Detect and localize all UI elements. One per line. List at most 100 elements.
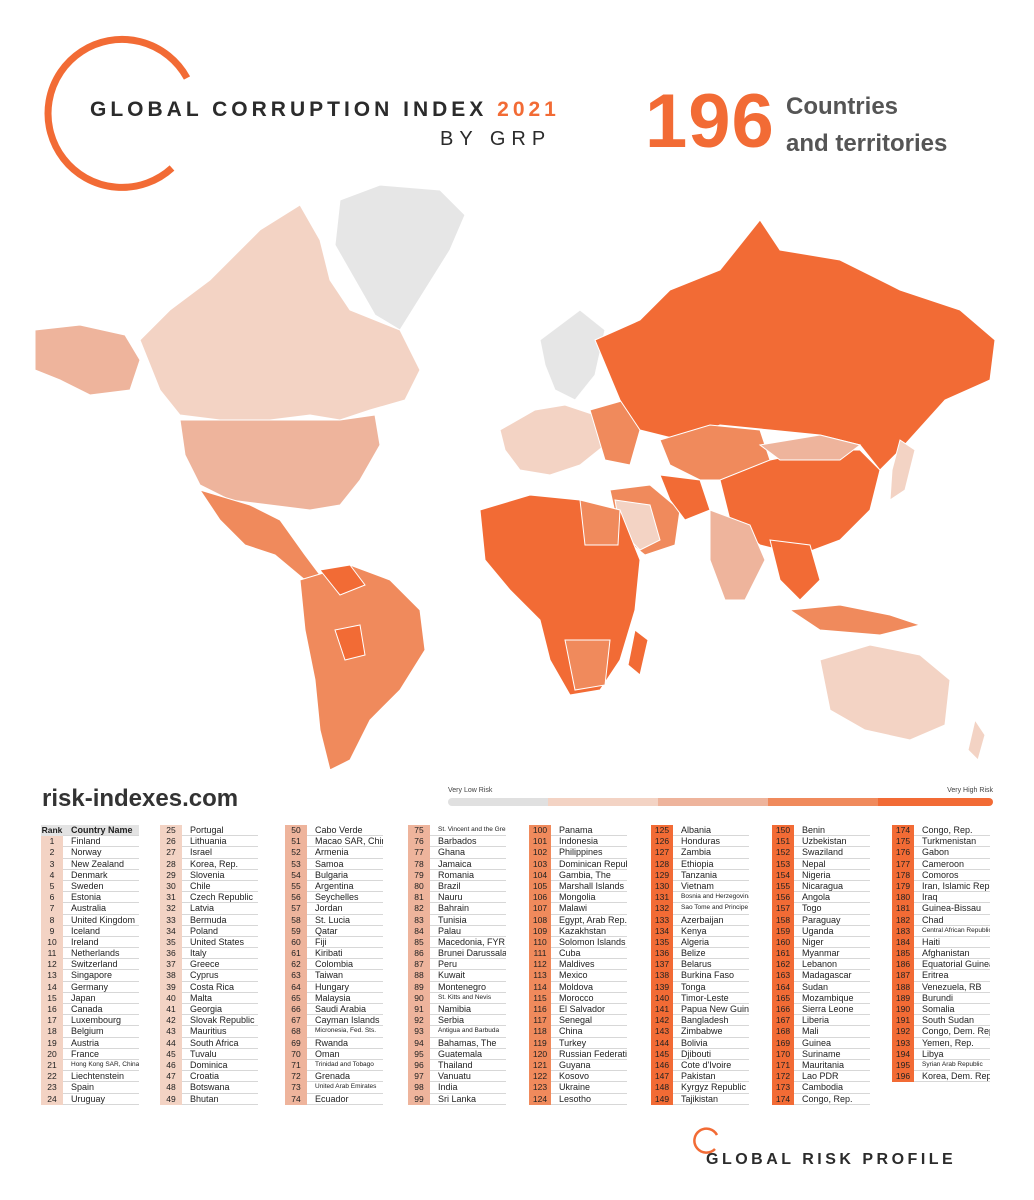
website-link[interactable]: risk-indexes.com: [42, 785, 239, 812]
rank-number: 177: [892, 858, 914, 870]
table-row: 97 Vanuatu: [408, 1071, 506, 1083]
rank-number: 15: [41, 992, 63, 1004]
legend-high-label: Very High Risk: [947, 787, 993, 794]
rank-number: 105: [529, 880, 551, 893]
table-row: 111 Cuba: [529, 948, 627, 960]
table-row: 45 Tuvalu: [160, 1048, 258, 1060]
table-row: 63 Taiwan: [285, 970, 383, 982]
table-row: 181 Guinea-Bissau: [892, 903, 990, 915]
country-name: Estonia: [63, 892, 139, 904]
map-southern-africa: [564, 639, 611, 691]
table-row: 163 Madagascar: [772, 970, 870, 982]
country-name: Mauritius: [182, 1026, 258, 1038]
table-row: 16 Canada: [41, 1004, 139, 1016]
table-row: 104 Gambia, The: [529, 869, 627, 881]
table-row: 42 Slovak Republic: [160, 1015, 258, 1027]
country-name: Turkey: [551, 1038, 627, 1049]
country-name: Honduras: [673, 836, 749, 848]
country-name: Congo, Rep.: [794, 1094, 870, 1105]
country-name: Denmark: [63, 870, 139, 881]
header: GLOBAL CORRUPTION INDEX 2021 BY GRP 196 …: [0, 0, 1034, 191]
table-row: 90 St. Kitts and Nevis: [408, 992, 506, 1004]
table-row: 135 Algeria: [651, 936, 749, 949]
rank-column: Rank Country Name 1 Finland 2 Norway 3 New Zeal…: [41, 825, 139, 1105]
table-row: 108 Egypt, Arab Rep.: [529, 914, 627, 926]
table-row: 156 Angola: [772, 892, 870, 904]
rank-number: 190: [892, 1004, 914, 1016]
rank-number: 70: [285, 1048, 307, 1060]
country-name: Japan: [63, 993, 139, 1004]
country-name: Norway: [63, 847, 139, 859]
table-row: 40 Malta: [160, 992, 258, 1004]
rank-number: 134: [651, 925, 673, 937]
rank-number: 154: [772, 869, 794, 881]
country-name: Brunei Darussalam: [430, 948, 506, 960]
rank-number: 53: [285, 858, 307, 870]
country-name: Montenegro: [430, 982, 506, 993]
rank-number: 3: [41, 858, 63, 870]
table-row: 98 India: [408, 1082, 506, 1094]
table-row: 44 South Africa: [160, 1037, 258, 1049]
rank-number: 150: [772, 825, 794, 837]
country-name: Chad: [914, 915, 990, 926]
table-row: 191 South Sudan: [892, 1015, 990, 1027]
table-row: 28 Korea, Rep.: [160, 858, 258, 870]
country-name: Sri Lanka: [430, 1094, 506, 1105]
table-row: 56 Seychelles: [285, 892, 383, 904]
rank-number: 58: [285, 914, 307, 926]
country-name: Swaziland: [794, 847, 870, 859]
country-name: Liechtenstein: [63, 1071, 139, 1083]
table-row: 144 Bolivia: [651, 1037, 749, 1049]
country-name: Togo: [794, 903, 870, 915]
rank-number: 119: [529, 1037, 551, 1049]
table-row: 170 Suriname: [772, 1048, 870, 1060]
rank-number: 44: [160, 1037, 182, 1049]
country-name: Bahrain: [430, 903, 506, 915]
rank-number: 35: [160, 936, 182, 949]
rank-number: 165: [772, 992, 794, 1004]
country-name: Paraguay: [794, 915, 870, 926]
rank-number: 129: [651, 869, 673, 881]
table-row: 57 Jordan: [285, 903, 383, 915]
table-row: 149 Tajikistan: [651, 1093, 749, 1105]
rank-number: 170: [772, 1048, 794, 1060]
country-name: Morocco: [551, 993, 627, 1004]
country-name: Afghanistan: [914, 948, 990, 960]
table-row: 81 Nauru: [408, 892, 506, 904]
country-name: Chile: [182, 881, 258, 893]
country-name: Equatorial Guinea: [914, 959, 990, 971]
country-name: Haiti: [914, 937, 990, 949]
rank-number: 181: [892, 903, 914, 915]
country-name: Madagascar: [794, 970, 870, 982]
table-row: 4 Denmark: [41, 869, 139, 881]
country-name: Slovenia: [182, 870, 258, 881]
map-madagascar: [627, 629, 649, 676]
table-row: 187 Eritrea: [892, 970, 990, 982]
table-row: 53 Samoa: [285, 858, 383, 870]
table-row: 190 Somalia: [892, 1004, 990, 1016]
country-name: Korea, Rep.: [182, 859, 258, 870]
rank-number: 32: [160, 903, 182, 915]
table-row: 10 Ireland: [41, 936, 139, 949]
rank-number: 178: [892, 869, 914, 881]
table-row: 95 Guatemala: [408, 1048, 506, 1060]
country-name: Bosnia and Herzegovina: [673, 892, 749, 904]
rank-number: 7: [41, 903, 63, 915]
country-name: Marshall Islands: [551, 881, 627, 893]
country-name: Iraq: [914, 892, 990, 904]
rank-number: 89: [408, 981, 430, 993]
rank-number: 153: [772, 858, 794, 870]
table-row: 25 Portugal: [160, 825, 258, 837]
country-name: Nigeria: [794, 870, 870, 881]
rank-number: 143: [651, 1026, 673, 1038]
rank-header: Rank: [41, 825, 63, 837]
table-row: 17 Luxembourg: [41, 1015, 139, 1027]
country-name: Suriname: [794, 1049, 870, 1060]
table-row: 79 Romania: [408, 869, 506, 881]
rank-number: 91: [408, 1004, 430, 1016]
table-row: 150 Benin: [772, 825, 870, 837]
table-row: 139 Tonga: [651, 981, 749, 993]
rank-number: 148: [651, 1082, 673, 1094]
